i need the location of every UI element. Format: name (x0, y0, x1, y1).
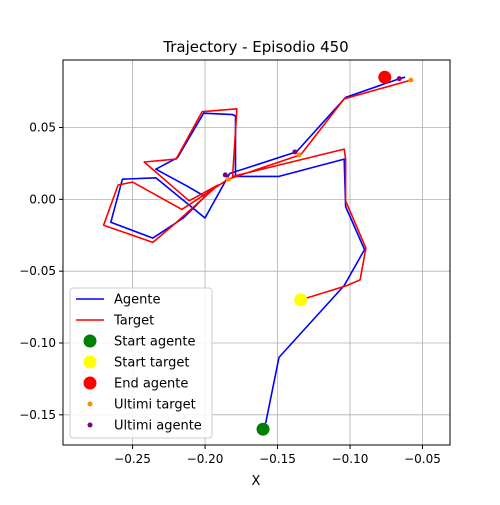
x-tick-label: −0.20 (187, 452, 224, 466)
axis-ticks: −0.25 −0.20 −0.15 −0.10 −0.05 −0.15 −0.10 −0.05… (19, 121, 441, 466)
chart-title: Trajectory - Episodio 450 (162, 38, 348, 56)
marker-start-target (294, 293, 308, 307)
legend-label-start-agente: Start agente (114, 335, 195, 350)
y-tick-label: 0.00 (29, 192, 56, 206)
legend-label-agente: Agente (114, 293, 160, 308)
y-tick-label: 0.05 (29, 121, 56, 135)
legend-swatch-ultimi-target (87, 401, 93, 407)
point-ultimi-agente (222, 172, 228, 178)
legend-swatch-end-agente (83, 376, 97, 390)
legend-box (69, 287, 213, 439)
legend-label-ultimi-agente: Ultimi agente (114, 419, 202, 434)
plot-frame (62, 59, 451, 446)
marker-end-agente (378, 70, 392, 84)
series-line-target (102, 79, 412, 301)
x-tick-label: −0.25 (114, 452, 151, 466)
point-ultimi-target (296, 152, 302, 158)
x-tick-label: −0.05 (404, 452, 441, 466)
data-layer (102, 70, 414, 436)
legend-swatch-start-target (83, 355, 97, 369)
legend-swatch-start-agente (83, 334, 97, 348)
point-ultimi-agente (292, 149, 298, 155)
point-ultimi-target (225, 176, 231, 182)
point-ultimi-target (408, 77, 414, 83)
y-tick-label: −0.15 (19, 408, 56, 422)
legend-label-start-target: Start target (114, 356, 189, 371)
x-tick-label: −0.10 (332, 452, 369, 466)
legend-label-target: Target (113, 314, 154, 329)
y-tick-label: −0.10 (19, 336, 56, 350)
legend-swatch-ultimi-agente (87, 422, 93, 428)
x-axis-label: X (252, 474, 261, 489)
legend-label-end-agente: End agente (114, 377, 188, 392)
legend: Agente Target Start agente Start target End … (69, 287, 213, 439)
legend-label-ultimi-target: Ultimi target (114, 398, 196, 413)
marker-start-agente (256, 422, 270, 436)
series-line-agente (110, 76, 406, 430)
x-tick-label: −0.15 (259, 452, 296, 466)
y-tick-label: −0.05 (19, 264, 56, 278)
point-ultimi-agente (396, 76, 402, 82)
